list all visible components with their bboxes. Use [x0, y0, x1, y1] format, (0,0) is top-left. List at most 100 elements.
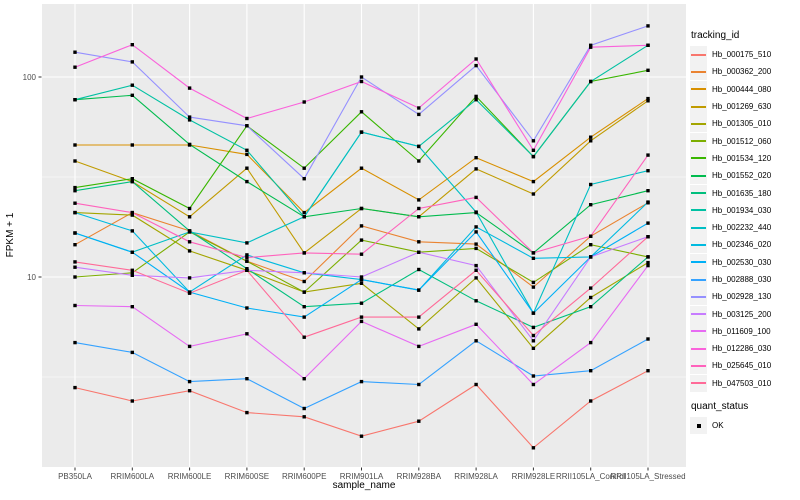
legend-label: Hb_001269_630: [712, 102, 772, 112]
data-point: [302, 415, 306, 419]
data-point: [130, 83, 134, 87]
data-point: [589, 139, 593, 143]
legend-label: Hb_001552_020: [712, 171, 772, 181]
data-point: [187, 379, 192, 384]
data-point: [531, 333, 536, 338]
data-point: [417, 206, 421, 211]
legend-key: [690, 63, 707, 81]
data-point: [474, 167, 478, 171]
data-point: [474, 268, 478, 272]
data-point: [531, 311, 536, 315]
data-point: [359, 238, 364, 242]
data-point: [302, 406, 306, 411]
data-point: [302, 335, 306, 339]
legend-entry: Hb_011609_100: [690, 322, 800, 340]
data-point: [245, 259, 249, 263]
legend-key: [690, 149, 707, 167]
data-point: [245, 241, 249, 245]
x-tick-label: RRIM600PE: [282, 472, 326, 481]
data-point: [245, 166, 249, 170]
data-point: [646, 169, 650, 173]
legend-key: [690, 80, 707, 98]
legend-title-tracking-id: tracking_id: [691, 30, 740, 41]
data-point: [589, 203, 593, 207]
data-point: [187, 344, 192, 349]
data-point: [187, 118, 192, 122]
data-point: [187, 142, 192, 147]
data-point: [73, 260, 77, 264]
x-tick-label: PB350LA: [58, 472, 92, 481]
data-point: [474, 156, 478, 160]
legend-key: [690, 132, 707, 150]
data-point: [531, 179, 536, 184]
data-point: [589, 340, 593, 345]
data-point: [73, 98, 77, 102]
data-point: [359, 75, 364, 79]
data-point: [359, 275, 364, 279]
data-point: [302, 290, 306, 294]
data-point: [474, 299, 478, 303]
line-swatch-icon: [691, 347, 706, 350]
data-point: [245, 306, 249, 310]
legend-key: [690, 184, 707, 202]
line-swatch-icon: [691, 174, 706, 177]
data-point: [73, 265, 77, 269]
data-point: [646, 153, 650, 157]
data-point: [73, 340, 77, 345]
data-point: [589, 182, 593, 187]
data-point: [531, 148, 536, 152]
legend: tracking_id Hb_000175_510 Hb_000362_200 Hb…: [690, 30, 800, 435]
legend-key: [690, 305, 707, 323]
data-point: [589, 255, 593, 259]
data-point: [73, 159, 77, 163]
data-point: [245, 148, 249, 152]
data-point: [474, 339, 478, 343]
data-point: [589, 295, 593, 300]
line-swatch-icon: [691, 313, 706, 316]
line-swatch-icon: [691, 261, 706, 264]
line-swatch-icon: [691, 209, 706, 212]
data-point: [73, 201, 77, 205]
x-tick-label: RRII105LA_Stressed: [610, 472, 685, 481]
data-point: [646, 200, 650, 204]
data-point: [245, 410, 249, 415]
data-point: [130, 143, 134, 147]
legend-key: [690, 417, 707, 435]
legend-entry: Hb_000444_080: [690, 80, 800, 98]
line-swatch-icon: [691, 364, 706, 367]
line-swatch-icon: [691, 88, 706, 91]
legend-label: Hb_025645_010: [712, 361, 772, 371]
data-point: [417, 267, 421, 272]
y-tick-label: 100: [23, 73, 37, 82]
data-point: [646, 221, 650, 225]
data-point: [302, 215, 306, 219]
legend-key: [690, 115, 707, 133]
data-point: [73, 210, 77, 215]
line-swatch-icon: [691, 122, 706, 125]
line-swatch-icon: [691, 330, 706, 333]
legend-entry: Hb_001635_180: [690, 184, 800, 202]
data-point: [302, 315, 306, 319]
data-point: [187, 86, 192, 90]
data-point: [73, 385, 77, 390]
data-point: [245, 116, 249, 121]
legend-key: [690, 219, 707, 237]
data-point: [646, 369, 650, 373]
legend-label: OK: [712, 421, 724, 431]
data-point: [589, 79, 593, 84]
line-swatch-icon: [691, 140, 706, 143]
data-point: [417, 240, 421, 244]
data-point: [245, 253, 249, 257]
data-point: [417, 159, 421, 163]
data-point: [474, 94, 478, 99]
data-point: [187, 276, 192, 280]
legend-entry: Hb_003125_200: [690, 305, 800, 323]
data-point: [302, 210, 306, 215]
data-point: [531, 285, 536, 289]
x-tick-label: RRII105LA_Control: [556, 472, 626, 481]
data-point: [245, 255, 249, 260]
data-point: [474, 242, 478, 246]
data-point: [646, 68, 650, 72]
data-point: [531, 192, 536, 196]
data-point: [531, 139, 536, 143]
